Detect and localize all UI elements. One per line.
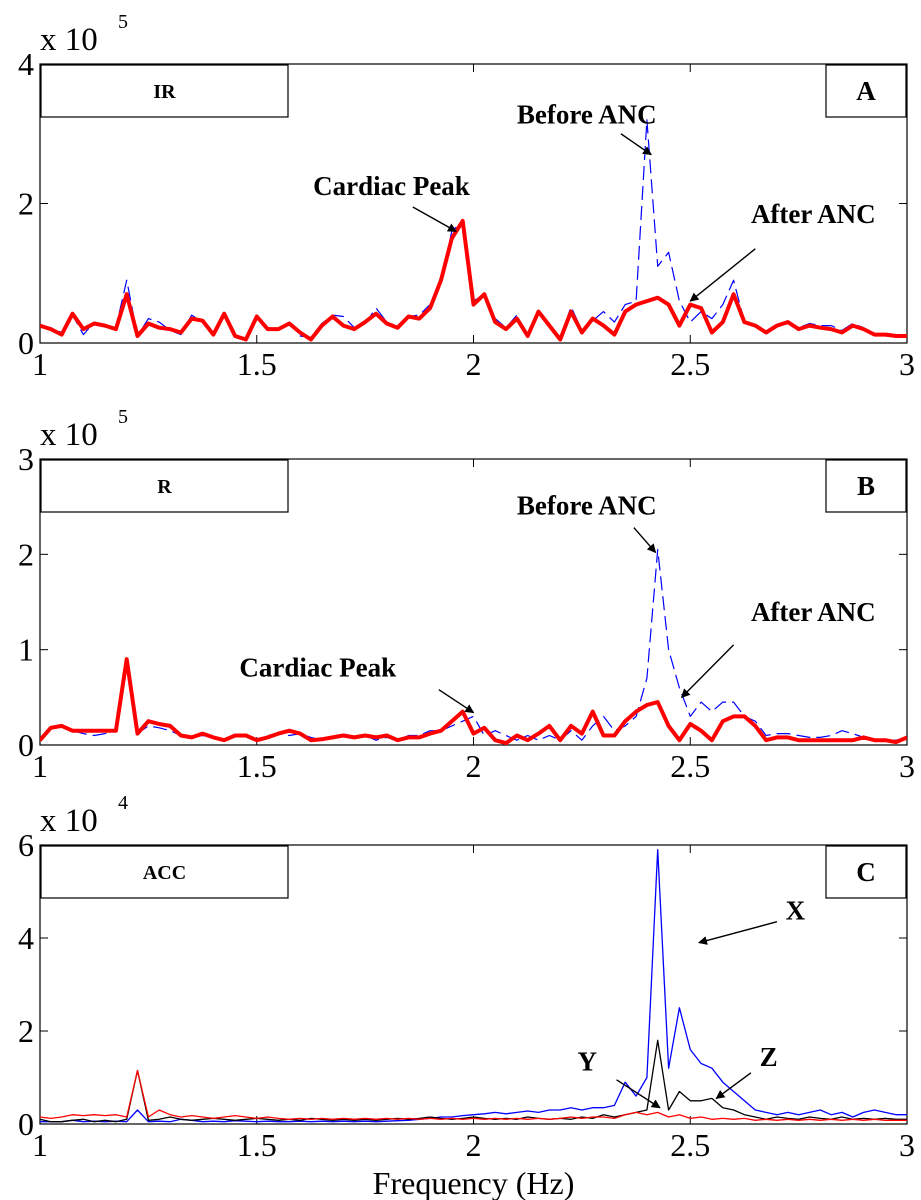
series-group — [40, 548, 907, 745]
x-tick-label: 3 — [899, 1127, 915, 1163]
annotation-arrow — [698, 921, 778, 945]
y-tick-label: 1 — [18, 632, 34, 668]
annotation-text: Z — [760, 1042, 778, 1072]
panel-letter-box — [825, 845, 907, 899]
x-tick-label: 2 — [466, 1127, 482, 1163]
signal-label-box — [40, 64, 289, 118]
y-tick-label: 2 — [18, 536, 34, 572]
x-tick-label: 1.5 — [237, 1127, 277, 1163]
series-group — [40, 119, 907, 342]
annotation-arrow — [620, 133, 652, 156]
annotation-text: Y — [578, 1047, 598, 1077]
panel-letter: C — [856, 857, 876, 887]
series-line-z — [40, 1069, 907, 1121]
y-tick-label: 2 — [18, 1013, 34, 1049]
annotation-text: Before ANC — [517, 99, 657, 129]
x-tick-label: 1 — [32, 346, 48, 382]
annotation-arrow — [438, 689, 475, 714]
signal-label-box — [40, 459, 289, 513]
annotation-text: Cardiac Peak — [239, 652, 396, 682]
signal-label: IR — [153, 81, 176, 103]
series-line-before-anc — [40, 548, 907, 741]
x-tick-label: 3 — [899, 748, 915, 784]
annotation-text: Cardiac Peak — [313, 171, 470, 201]
y-tick-label: 2 — [18, 186, 34, 222]
signal-label: R — [157, 476, 172, 498]
x-tick-label: 2.5 — [670, 748, 710, 784]
panel-a: 1 1.5 2 2.5 3 0 2 4x 10 5 IR A Cardiac Peak Before A… — [18, 11, 915, 382]
panel-letter-box — [825, 64, 907, 118]
signal-label-box — [40, 845, 289, 899]
x-tick-label: 1 — [32, 1127, 48, 1163]
annotation-arrow — [680, 644, 735, 698]
exponent-label: x 10 — [40, 417, 98, 453]
panel-c: 1 1.5 2 2.5 3 0 2 4 6x 10 4 ACC C X Y Z Frequency (Hz) — [18, 792, 915, 1200]
y-tick-label: 6 — [18, 827, 34, 863]
x-tick-label: 2 — [466, 346, 482, 382]
x-axis-label: Frequency (Hz) — [373, 1165, 575, 1200]
annotation-arrow — [715, 1072, 752, 1099]
exponent-label: x 10 — [40, 803, 98, 839]
series-group — [40, 848, 907, 1123]
exponent-power: 4 — [118, 792, 128, 814]
x-tick-label: 2 — [466, 748, 482, 784]
series-line-y — [40, 1039, 907, 1123]
annotation-arrow — [412, 206, 457, 233]
panel-letter: A — [856, 76, 876, 106]
x-tick-label: 3 — [899, 346, 915, 382]
annotation-text: After ANC — [751, 597, 876, 627]
exponent-power: 5 — [118, 406, 128, 428]
y-tick-label: 4 — [18, 46, 34, 82]
y-tick-label: 0 — [18, 325, 34, 361]
annotation-text: After ANC — [751, 199, 876, 229]
y-tick-label: 0 — [18, 1106, 34, 1142]
x-tick-label: 1.5 — [237, 346, 277, 382]
x-tick-label: 1 — [32, 748, 48, 784]
y-tick-label: 3 — [18, 441, 34, 477]
x-tick-label: 2.5 — [670, 346, 710, 382]
panel-letter: B — [857, 471, 875, 501]
series-line-after-anc — [40, 218, 907, 342]
signal-label: ACC — [143, 862, 186, 884]
exponent-power: 5 — [118, 11, 128, 33]
annotation-arrow — [616, 1079, 661, 1109]
y-tick-label: 0 — [18, 727, 34, 763]
x-tick-label: 2.5 — [670, 1127, 710, 1163]
y-tick-label: 4 — [18, 920, 34, 956]
panel-letter-box — [825, 459, 907, 513]
annotation-arrow — [633, 527, 657, 554]
annotation-text: X — [786, 895, 806, 925]
series-line-after-anc — [40, 657, 907, 745]
exponent-label: x 10 — [40, 22, 98, 58]
annotation-text: Before ANC — [517, 490, 657, 520]
x-tick-label: 1.5 — [237, 748, 277, 784]
annotation-arrow — [689, 248, 756, 302]
